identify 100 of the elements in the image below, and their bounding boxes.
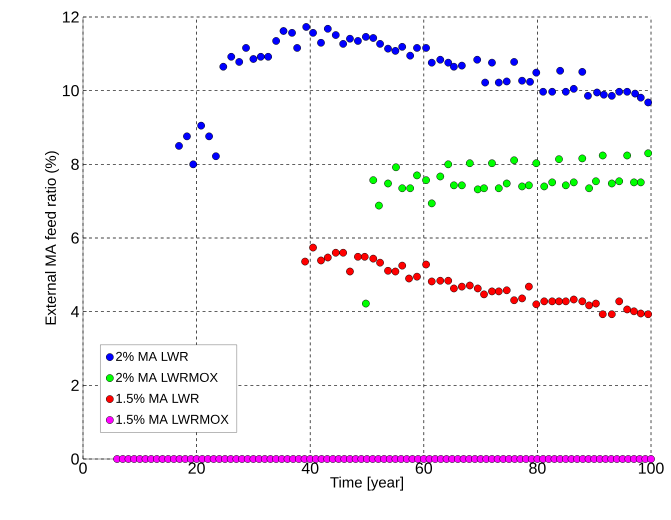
point	[458, 181, 466, 190]
point	[585, 302, 593, 310]
point	[636, 178, 645, 186]
point	[636, 310, 645, 318]
point	[384, 266, 392, 275]
point	[623, 306, 631, 314]
point	[555, 155, 563, 164]
point	[644, 310, 652, 318]
point	[376, 258, 384, 267]
point	[369, 176, 378, 184]
point	[555, 298, 563, 306]
point	[444, 160, 452, 168]
point	[592, 177, 600, 186]
point	[608, 310, 616, 318]
point	[360, 252, 369, 261]
point	[510, 156, 518, 164]
x-tick-label: 40	[302, 462, 318, 474]
point	[548, 298, 556, 306]
point	[578, 298, 586, 306]
point	[301, 258, 309, 266]
point	[375, 202, 383, 210]
legend-label: 1.5% MA LWR	[116, 394, 199, 403]
point	[309, 244, 317, 252]
point	[346, 268, 354, 276]
point	[525, 282, 533, 290]
y-tick-label: 2	[71, 380, 79, 391]
point	[405, 274, 413, 282]
point	[585, 184, 593, 192]
point	[494, 184, 503, 192]
y-axis-title: External MA feed ratio (%)	[44, 151, 59, 324]
point	[548, 178, 556, 186]
point	[332, 248, 340, 257]
y-tick-label: 10	[62, 85, 79, 96]
x-tick-label: 100	[638, 462, 664, 474]
y-tick-label: 8	[71, 158, 79, 170]
point	[450, 284, 458, 292]
y-tick-label: 6	[71, 232, 79, 244]
point	[436, 172, 444, 180]
point	[562, 181, 570, 190]
point	[532, 159, 540, 168]
point	[428, 278, 436, 286]
point	[502, 180, 511, 188]
point	[570, 296, 578, 304]
point	[518, 182, 526, 190]
point	[525, 181, 533, 190]
point	[428, 200, 436, 208]
point	[510, 296, 518, 304]
point	[598, 310, 607, 318]
point	[540, 182, 548, 190]
point	[422, 176, 430, 184]
point	[562, 298, 570, 306]
point	[398, 262, 406, 270]
point	[480, 290, 488, 298]
point	[466, 159, 474, 168]
point	[615, 177, 624, 186]
point	[422, 260, 430, 268]
point	[630, 307, 638, 316]
legend-label: 2% MA LWRMOX	[116, 372, 218, 382]
point	[369, 254, 378, 262]
point	[518, 294, 526, 302]
point	[392, 268, 400, 276]
point	[436, 276, 444, 285]
point	[474, 284, 482, 292]
point	[392, 163, 400, 172]
point	[480, 184, 488, 192]
point	[570, 178, 578, 186]
x-tick-label: 20	[188, 462, 205, 474]
x-tick-label: 80	[529, 462, 546, 474]
point	[384, 180, 392, 188]
legend-label: 1.5% MA LWRMOX	[116, 414, 229, 424]
x-tick-label: 0	[79, 462, 87, 474]
point	[458, 282, 466, 290]
y-tick-label: 0	[71, 453, 79, 465]
point	[324, 254, 332, 262]
point	[450, 181, 458, 190]
point	[362, 300, 370, 308]
point	[630, 178, 638, 186]
point	[354, 252, 362, 261]
x-axis-title: Time [year]	[330, 476, 404, 491]
point	[488, 288, 496, 296]
point	[413, 172, 421, 180]
point	[578, 154, 586, 162]
point	[413, 272, 421, 281]
point	[444, 276, 452, 285]
point	[592, 300, 600, 308]
point	[615, 298, 624, 306]
point	[339, 248, 347, 257]
y-tick-label: 12	[62, 11, 79, 23]
point	[474, 186, 482, 194]
point	[502, 286, 511, 294]
point	[317, 256, 325, 264]
point	[623, 152, 631, 160]
point	[598, 152, 607, 160]
y-tick-label: 4	[70, 306, 80, 318]
point	[494, 288, 503, 296]
point	[488, 159, 496, 168]
point	[644, 149, 652, 158]
legend-label: 2% MA LWR	[116, 352, 188, 361]
point	[532, 300, 540, 308]
x-tick-label: 60	[416, 462, 432, 474]
